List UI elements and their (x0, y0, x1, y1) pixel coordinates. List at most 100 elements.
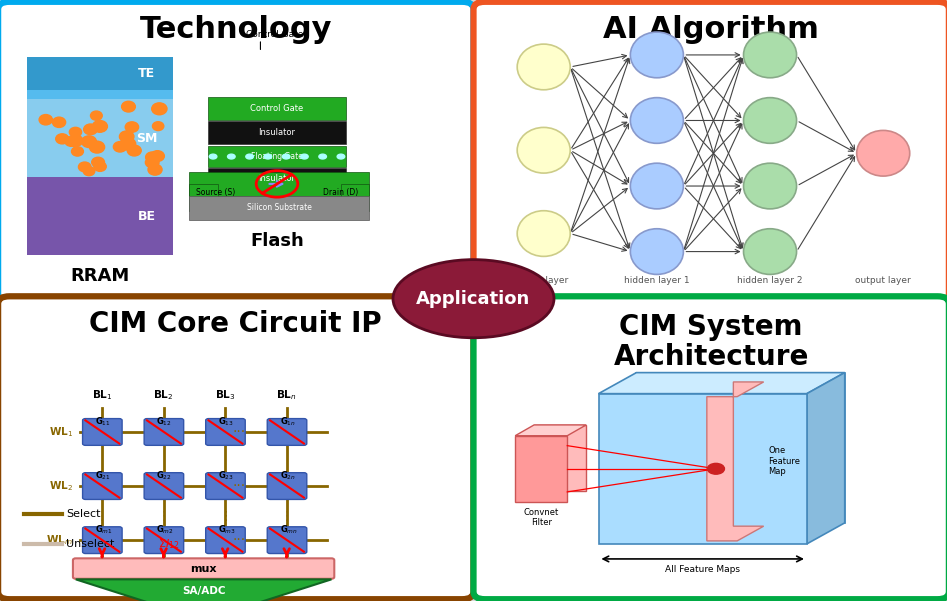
Polygon shape (534, 425, 586, 491)
FancyBboxPatch shape (189, 184, 218, 211)
Polygon shape (807, 373, 845, 544)
Text: G$_{22}$: G$_{22}$ (156, 469, 172, 482)
FancyBboxPatch shape (267, 472, 307, 499)
Text: Source (S): Source (S) (196, 189, 235, 197)
FancyBboxPatch shape (205, 526, 245, 554)
FancyBboxPatch shape (144, 418, 184, 445)
Text: ⋮: ⋮ (280, 510, 293, 523)
Ellipse shape (146, 157, 159, 168)
Ellipse shape (125, 122, 138, 132)
FancyBboxPatch shape (208, 168, 346, 188)
Circle shape (707, 463, 724, 474)
FancyBboxPatch shape (82, 526, 122, 554)
Text: SA/ADC: SA/ADC (182, 586, 225, 596)
Ellipse shape (56, 134, 68, 144)
Ellipse shape (743, 97, 796, 143)
FancyBboxPatch shape (82, 418, 122, 445)
Text: output layer: output layer (855, 276, 911, 285)
Text: CIM System
Architecture: CIM System Architecture (614, 313, 809, 371)
Ellipse shape (92, 157, 104, 167)
Text: G$_{21}$: G$_{21}$ (95, 469, 111, 482)
Text: G$_{m2}$: G$_{m2}$ (156, 523, 174, 536)
Text: G$_{m1}$: G$_{m1}$ (95, 523, 113, 536)
Text: CIM Core Circuit IP: CIM Core Circuit IP (89, 310, 383, 338)
Text: WL$_1$: WL$_1$ (49, 425, 73, 439)
Ellipse shape (91, 111, 102, 120)
Ellipse shape (81, 136, 97, 147)
Ellipse shape (127, 145, 141, 156)
Text: Control Gate: Control Gate (246, 30, 303, 39)
Ellipse shape (631, 163, 684, 209)
Text: One
Feature
Map: One Feature Map (768, 447, 800, 476)
Ellipse shape (114, 142, 127, 152)
Circle shape (264, 154, 272, 159)
Ellipse shape (94, 162, 106, 171)
Ellipse shape (151, 151, 165, 162)
Text: BL$_2$: BL$_2$ (153, 388, 174, 401)
Text: G$_{m3}$: G$_{m3}$ (218, 523, 236, 536)
Text: Drain (D): Drain (D) (323, 189, 358, 197)
Ellipse shape (79, 162, 91, 172)
FancyBboxPatch shape (189, 196, 369, 220)
Polygon shape (636, 373, 845, 523)
Text: Convnet
Filter: Convnet Filter (524, 508, 559, 527)
Polygon shape (599, 373, 845, 394)
Text: Silicon Substrate: Silicon Substrate (247, 204, 312, 212)
Text: G$_{13}$: G$_{13}$ (218, 415, 234, 428)
Ellipse shape (393, 260, 554, 338)
Ellipse shape (64, 136, 78, 147)
Ellipse shape (68, 135, 82, 147)
FancyBboxPatch shape (82, 472, 122, 499)
Ellipse shape (69, 127, 81, 137)
Circle shape (319, 154, 327, 159)
Text: SM: SM (136, 132, 157, 145)
Text: ···: ··· (233, 425, 245, 439)
Ellipse shape (72, 147, 83, 156)
FancyBboxPatch shape (0, 2, 474, 305)
Ellipse shape (146, 152, 159, 162)
Ellipse shape (517, 127, 570, 173)
FancyBboxPatch shape (27, 99, 173, 177)
Text: G$_{2n}$: G$_{2n}$ (279, 469, 295, 482)
Ellipse shape (39, 115, 52, 125)
FancyBboxPatch shape (205, 418, 245, 445)
Ellipse shape (83, 166, 95, 175)
Text: All Feature Maps: All Feature Maps (665, 565, 741, 574)
Text: hidden layer 2: hidden layer 2 (738, 276, 803, 285)
Text: Select: Select (66, 509, 100, 519)
Text: WL$_2$: WL$_2$ (49, 479, 73, 493)
Ellipse shape (89, 141, 104, 153)
Text: G$_{11}$: G$_{11}$ (95, 415, 111, 428)
FancyBboxPatch shape (267, 418, 307, 445)
Text: G$_{23}$: G$_{23}$ (218, 469, 234, 482)
Circle shape (246, 154, 254, 159)
Circle shape (337, 154, 345, 159)
Text: BL$_1$: BL$_1$ (92, 388, 113, 401)
Text: hidden layer 1: hidden layer 1 (624, 276, 689, 285)
FancyBboxPatch shape (73, 558, 334, 579)
FancyBboxPatch shape (208, 121, 346, 144)
Circle shape (227, 154, 235, 159)
Polygon shape (515, 425, 586, 436)
Text: Insulator: Insulator (259, 129, 295, 137)
Text: Floating Gate: Floating Gate (251, 152, 303, 161)
Ellipse shape (83, 124, 98, 135)
Ellipse shape (152, 103, 167, 115)
Text: RRAM: RRAM (70, 267, 130, 285)
FancyBboxPatch shape (208, 146, 346, 167)
Ellipse shape (152, 122, 164, 130)
Text: ⋮: ⋮ (157, 510, 170, 523)
FancyBboxPatch shape (208, 97, 346, 120)
Ellipse shape (120, 138, 135, 150)
Text: ⋮: ⋮ (219, 510, 231, 523)
Text: Application: Application (417, 290, 530, 308)
FancyBboxPatch shape (205, 472, 245, 499)
Text: Control Gate: Control Gate (250, 105, 304, 113)
Ellipse shape (93, 121, 107, 132)
Ellipse shape (743, 229, 796, 275)
Ellipse shape (631, 97, 684, 143)
Text: G$_{12}$: G$_{12}$ (156, 415, 172, 428)
Text: BL$_3$: BL$_3$ (215, 388, 236, 401)
FancyBboxPatch shape (144, 526, 184, 554)
Text: G$_{1n}$: G$_{1n}$ (279, 415, 295, 428)
